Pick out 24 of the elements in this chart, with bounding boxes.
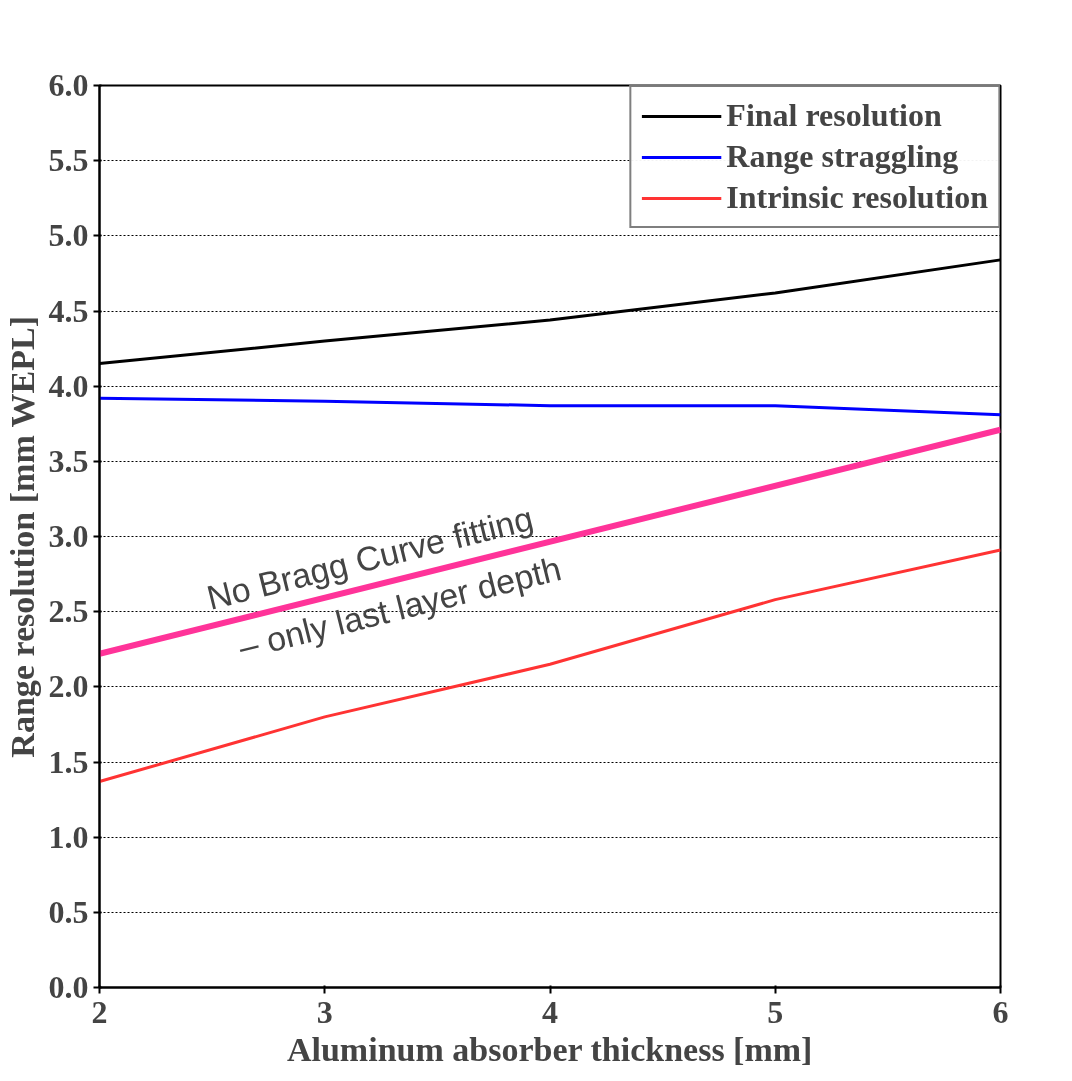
x-tick-label: 6	[992, 993, 1009, 1030]
y-tick-label: 6.0	[48, 67, 89, 103]
x-tick-label: 5	[767, 993, 784, 1030]
x-axis-title: Aluminum absorber thickness [mm]	[286, 1030, 813, 1068]
y-tick-label: 1.5	[48, 743, 89, 780]
y-tick-label: 1.0	[48, 818, 89, 855]
x-tick-label: 3	[316, 993, 333, 1030]
x-tick-label: 2	[91, 993, 108, 1030]
legend-label: Range straggling	[726, 138, 959, 175]
y-tick-label: 2.5	[48, 593, 89, 630]
y-tick-label: 5.0	[48, 217, 89, 254]
legend-label: Final resolution	[726, 97, 942, 134]
line-series	[99, 396, 1001, 417]
y-tick-label: 4.0	[48, 367, 89, 404]
x-tick-label: 4	[542, 993, 558, 1030]
y-tick-label: 0.5	[48, 893, 89, 930]
y-tick-label: 2.0	[48, 668, 89, 705]
y-tick-label: 3.0	[48, 518, 89, 554]
y-tick-label: 3.5	[48, 442, 89, 479]
y-axis-title: Range resolution [mm WEPL]	[3, 315, 41, 758]
legend-label: Intrinsic resolution	[726, 179, 988, 216]
y-tick-label: 0.0	[48, 969, 89, 1005]
y-tick-label: 4.5	[48, 292, 89, 329]
y-tick-label: 5.5	[48, 142, 89, 179]
